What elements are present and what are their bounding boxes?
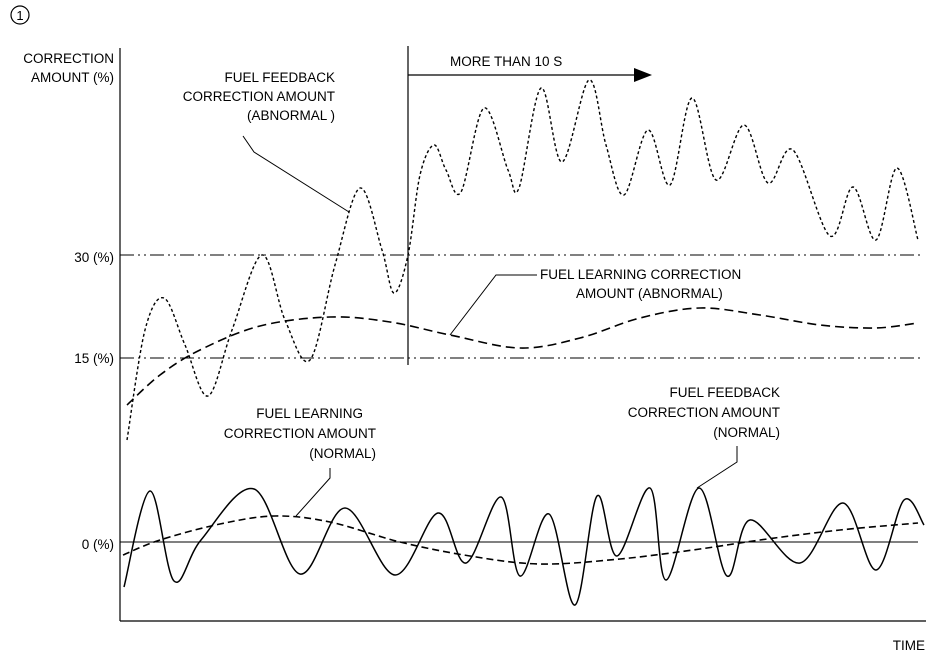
y-axis-label-line1: CORRECTION [23, 51, 114, 66]
leader-learning-abnormal [449, 274, 537, 336]
tick-0: 0 (%) [82, 537, 114, 552]
tick-30: 30 (%) [74, 250, 114, 265]
figure-number-text: 1 [16, 8, 23, 23]
feedback-normal-curve [123, 487, 925, 606]
leader-feedback-abnormal [242, 135, 350, 213]
annotation-learning-abnormal-line2: AMOUNT (ABNORMAL) [576, 286, 723, 301]
annotation-learning-normal-line1: FUEL LEARNING [256, 406, 363, 421]
annotation-learning-normal-line2: CORRECTION AMOUNT [224, 426, 376, 441]
annotation-feedback-abnormal-line2: CORRECTION AMOUNT [183, 89, 335, 104]
annotation-feedback-abnormal: FUEL FEEDBACK CORRECTION AMOUNT (ABNORMA… [183, 70, 350, 213]
y-axis-label-line2: AMOUNT (%) [31, 70, 114, 85]
annotation-learning-abnormal: FUEL LEARNING CORRECTION AMOUNT (ABNORMA… [449, 267, 741, 336]
threshold-label: MORE THAN 10 S [450, 54, 562, 69]
annotation-learning-normal-line3: (NORMAL) [309, 446, 376, 461]
annotation-learning-abnormal-line1: FUEL LEARNING CORRECTION [540, 267, 741, 282]
annotation-feedback-abnormal-line1: FUEL FEEDBACK [224, 70, 335, 85]
threshold-arrow-head [634, 68, 652, 82]
figure-number: 1 [10, 5, 30, 25]
annotation-feedback-abnormal-line3: (ABNORMAL ) [247, 108, 335, 123]
learning-normal-curve [122, 515, 919, 565]
leader-feedback-normal [696, 446, 738, 489]
learning-abnormal-curve [126, 307, 919, 406]
annotation-feedback-normal-line3: (NORMAL) [713, 425, 780, 440]
figure-number-circle [10, 5, 30, 25]
leader-learning-normal [295, 468, 331, 517]
tick-15: 15 (%) [74, 351, 114, 366]
feedback-abnormal-curve [126, 79, 919, 441]
annotation-learning-normal: FUEL LEARNING CORRECTION AMOUNT (NORMAL) [224, 406, 376, 517]
annotation-feedback-normal: FUEL FEEDBACK CORRECTION AMOUNT (NORMAL) [628, 385, 780, 489]
x-axis-label: TIME [893, 638, 925, 653]
annotation-feedback-normal-line1: FUEL FEEDBACK [669, 385, 780, 400]
annotation-feedback-normal-line2: CORRECTION AMOUNT [628, 405, 780, 420]
